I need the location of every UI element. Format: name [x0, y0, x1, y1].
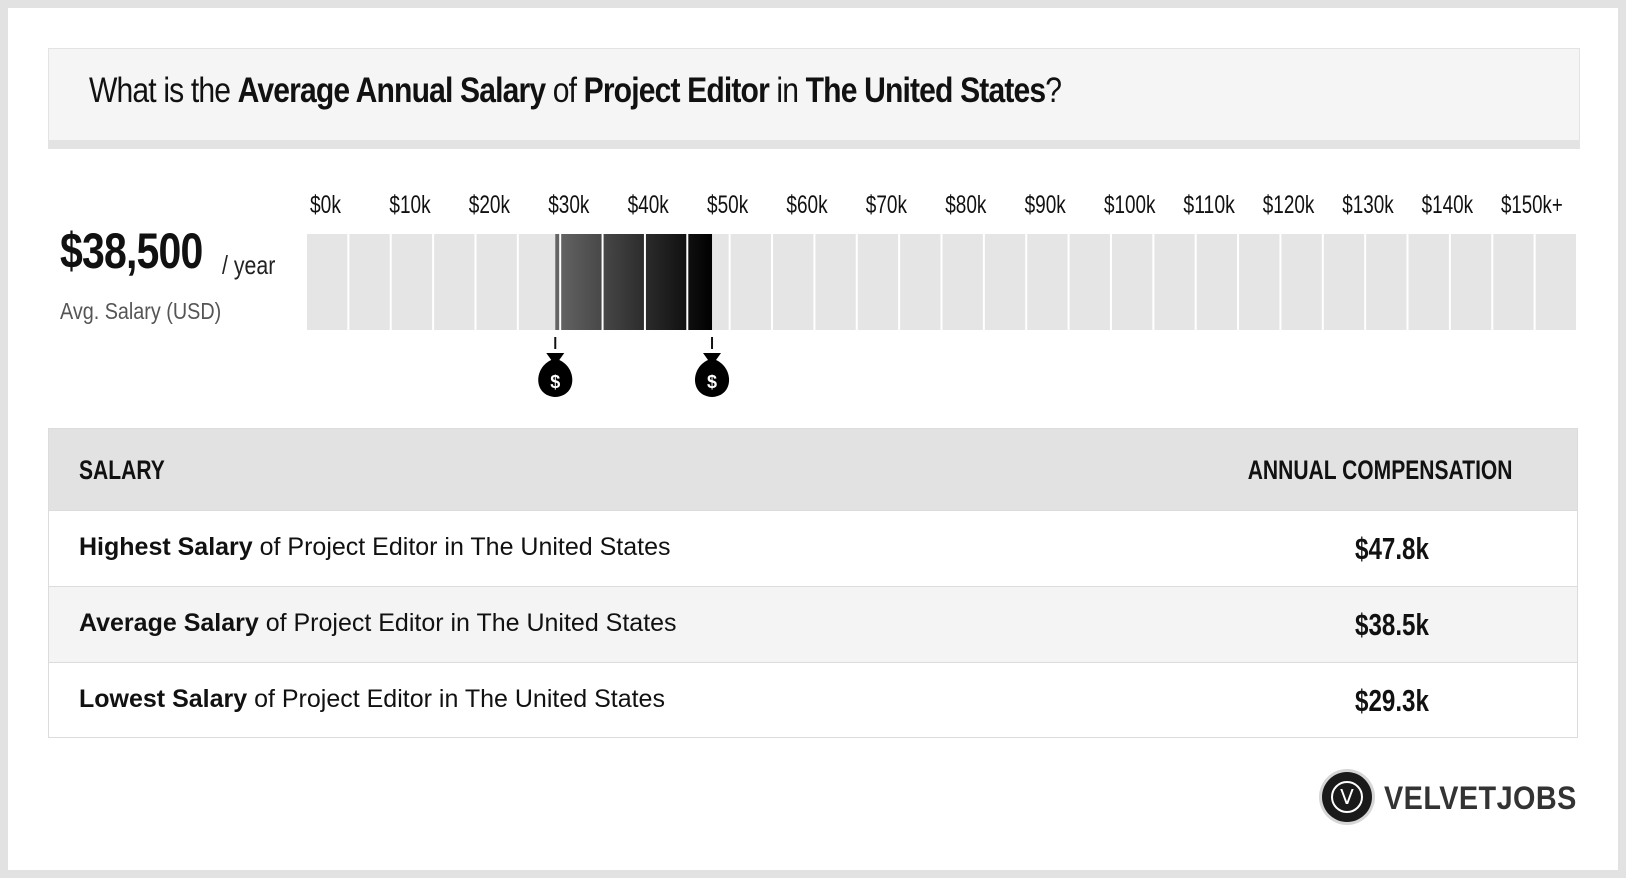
tick-label: $90k: [1025, 191, 1067, 219]
header-salary: SALARY: [79, 455, 165, 485]
logo-wordmark: VELVETJOBS: [1384, 780, 1577, 816]
average-salary-label: Avg. Salary (USD): [60, 298, 222, 324]
tick-label: $80k: [945, 191, 987, 219]
logo-ring: [1331, 781, 1363, 813]
title-prefix: What is the: [89, 71, 238, 110]
dollar-sign-icon: $: [550, 372, 560, 392]
chart-cell: [900, 234, 941, 330]
money-bag-body: [538, 360, 573, 397]
money-bag-icon: $: [694, 353, 730, 397]
chart-cell: [434, 234, 475, 330]
chart-cell: [1408, 234, 1449, 330]
row-description-bold: Lowest Salary: [79, 685, 248, 713]
chart-cell: [1196, 234, 1238, 330]
table-row: Lowest Salary of Project Editor in The U…: [49, 662, 1577, 738]
chart-cell: [942, 234, 983, 330]
chart-cell: [349, 234, 390, 330]
chart-cell: [857, 234, 899, 330]
title-location: The United States: [805, 71, 1046, 110]
chart-cell: [307, 234, 348, 330]
tick-label: $20k: [469, 191, 511, 219]
chart-cell-separator: [559, 234, 562, 330]
tick-label: $10k: [389, 191, 431, 219]
page-title: What is the Average Annual Salary of Pro…: [89, 71, 1062, 111]
chart-cell-separator: [686, 234, 689, 330]
chart-cell: [476, 234, 517, 330]
row-description-bold: Average Salary: [79, 609, 259, 637]
title-of: of: [545, 71, 584, 110]
chart-cell: [1069, 234, 1110, 330]
row-description: Highest Salary of Project Editor in The …: [79, 533, 671, 562]
chart-cell: [1535, 234, 1576, 330]
tick-label: $110k: [1183, 191, 1235, 219]
chart-cell: [1281, 234, 1322, 330]
tick-label: $30k: [548, 191, 590, 219]
tick-label: $140k: [1422, 191, 1474, 219]
table-header: SALARY ANNUAL COMPENSATION: [49, 429, 1577, 510]
row-description-rest: of Project Editor in The United States: [247, 685, 665, 713]
tick-label: $60k: [786, 191, 828, 219]
tick-label: $150k+: [1501, 191, 1563, 219]
tick-label: $40k: [628, 191, 670, 219]
chart-cell: [1239, 234, 1280, 330]
row-value: $29.3k: [1355, 683, 1429, 718]
chart-cell: [730, 234, 772, 330]
chart-cell: [1323, 234, 1365, 330]
dollar-sign-icon: $: [707, 372, 717, 392]
row-description: Average Salary of Project Editor in The …: [79, 609, 677, 638]
chart-cell: [518, 234, 560, 330]
salary-table: SALARY ANNUAL COMPENSATION Highest Salar…: [48, 428, 1578, 738]
row-description-rest: of Project Editor in The United States: [252, 533, 671, 561]
title-in: in: [768, 71, 806, 110]
chart-cell: [1366, 234, 1407, 330]
salary-range-chart: $0k $10k $20k $30k $40k $50k $60k $70k $80k $90k $…: [307, 191, 1576, 397]
chart-cell: [815, 234, 856, 330]
tick-label: $0k: [310, 191, 341, 219]
header-annual-compensation: ANNUAL COMPENSATION: [1248, 455, 1513, 485]
title-metric: Average Annual Salary: [237, 71, 546, 110]
title-suffix: ?: [1045, 71, 1062, 110]
row-description: Lowest Salary of Project Editor in The U…: [79, 685, 665, 714]
money-bag-icon: $: [538, 353, 573, 397]
title-box: What is the Average Annual Salary of Pro…: [48, 48, 1580, 149]
average-salary-unit: / year: [222, 250, 276, 280]
row-description-rest: of Project Editor in The United States: [258, 609, 677, 637]
row-value: $47.8k: [1355, 531, 1429, 566]
tick-label: $70k: [866, 191, 908, 219]
tick-label: $50k: [707, 191, 749, 219]
chart-cell: [1493, 234, 1534, 330]
logo-initial: V: [1340, 785, 1354, 809]
money-bag-neck: [546, 353, 565, 360]
chart-cell: [1154, 234, 1195, 330]
row-value: $38.5k: [1355, 607, 1429, 642]
tick-label: $130k: [1342, 191, 1394, 219]
chart-cell: [1027, 234, 1068, 330]
chart-cell-separator: [643, 234, 646, 330]
chart-cell: [984, 234, 1026, 330]
chart-cell: [773, 234, 814, 330]
velvetjobs-logo: V VELVETJOBS: [1322, 772, 1582, 826]
average-salary-value: $38,500: [60, 223, 203, 279]
money-bag-neck: [703, 353, 722, 360]
money-bag-body: [694, 360, 730, 397]
chart-cell-separator: [601, 234, 604, 330]
chart-cell: [1450, 234, 1492, 330]
logo-icon: V: [1322, 772, 1372, 822]
table-row: Highest Salary of Project Editor in The …: [49, 510, 1577, 586]
title-job: Project Editor: [583, 71, 770, 110]
chart-cell: [391, 234, 433, 330]
salary-range-bar: [555, 234, 713, 330]
tick-label: $120k: [1263, 191, 1315, 219]
row-description-bold: Highest Salary: [79, 533, 253, 561]
chart-cell: [1111, 234, 1153, 330]
table-row: Average Salary of Project Editor in The …: [49, 586, 1577, 662]
tick-label: $100k: [1104, 191, 1156, 219]
